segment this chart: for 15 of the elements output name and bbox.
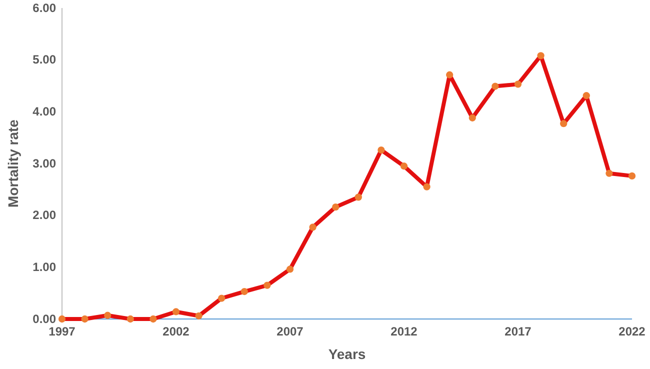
y-axis-title: Mortality rate	[5, 119, 21, 208]
y-tick-label: 2.00	[32, 208, 56, 222]
x-tick-label: 2012	[390, 324, 418, 339]
x-tick-label: 2017	[504, 324, 532, 339]
y-tick-label: 3.00	[32, 156, 56, 170]
x-tick-label: 2022	[618, 324, 646, 339]
y-tick-label: 4.00	[32, 104, 56, 119]
y-tick-label: 5.00	[32, 52, 56, 67]
y-tick-label: 6.00	[32, 0, 56, 15]
x-axis-title: Years	[328, 346, 366, 362]
y-tick-label: 1.00	[32, 260, 56, 274]
x-tick-label: 1997	[48, 324, 76, 339]
x-tick-label: 2002	[162, 324, 190, 339]
y-tick-label: 0.00	[32, 312, 56, 326]
x-tick-label: 2007	[276, 324, 304, 339]
